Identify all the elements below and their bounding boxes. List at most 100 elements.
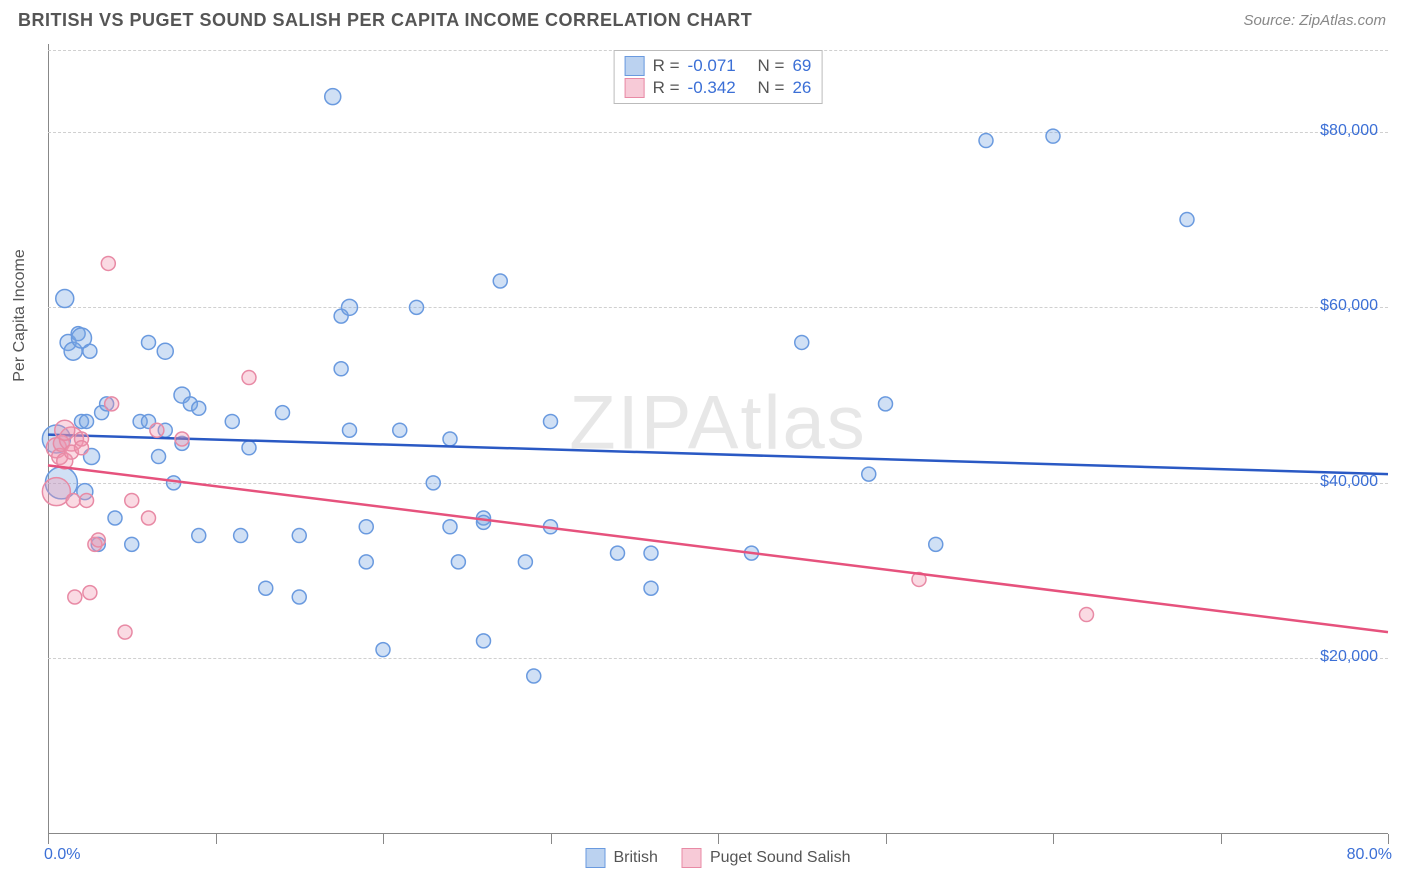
data-point: [544, 414, 558, 428]
legend-series-label: Puget Sound Salish: [710, 849, 851, 867]
r-value: -0.071: [688, 56, 750, 76]
x-tick: [1053, 834, 1054, 844]
x-tick: [1221, 834, 1222, 844]
r-value: -0.342: [688, 78, 750, 98]
data-point: [66, 493, 80, 507]
legend-series-label: British: [614, 849, 658, 867]
data-point: [1046, 129, 1060, 143]
n-value: 26: [792, 78, 811, 98]
n-label: N =: [758, 78, 785, 98]
data-point: [83, 344, 97, 358]
data-point: [879, 397, 893, 411]
legend-series: British Puget Sound Salish: [586, 848, 851, 868]
data-point: [979, 134, 993, 148]
data-point: [105, 397, 119, 411]
x-tick: [216, 834, 217, 844]
data-point: [359, 555, 373, 569]
legend-stats: R = -0.071 N = 69 R = -0.342 N = 26: [614, 50, 823, 104]
legend-swatch: [586, 848, 606, 868]
data-point: [242, 371, 256, 385]
data-point: [55, 420, 75, 440]
data-point: [393, 423, 407, 437]
data-point: [451, 555, 465, 569]
data-point: [493, 274, 507, 288]
data-point: [1180, 213, 1194, 227]
data-point: [334, 362, 348, 376]
data-point: [152, 450, 166, 464]
data-point: [75, 441, 89, 455]
r-label: R =: [653, 56, 680, 76]
data-point: [192, 401, 206, 415]
data-point: [91, 533, 105, 547]
regression-line: [48, 465, 1388, 632]
x-tick: [383, 834, 384, 844]
legend-series-item: Puget Sound Salish: [682, 848, 851, 868]
y-axis-label: Per Capita Income: [11, 249, 29, 382]
legend-swatch: [625, 56, 645, 76]
data-point: [410, 300, 424, 314]
data-point: [108, 511, 122, 525]
x-max-label: 80.0%: [1347, 846, 1392, 864]
data-point: [1080, 608, 1094, 622]
data-point: [795, 335, 809, 349]
legend-swatch: [682, 848, 702, 868]
data-point: [343, 423, 357, 437]
data-point: [426, 476, 440, 490]
data-point: [259, 581, 273, 595]
data-point: [527, 669, 541, 683]
data-point: [644, 546, 658, 560]
plot-area: ZIPAtlas R = -0.071 N = 69 R = -0.342 N …: [48, 44, 1388, 834]
scatter-svg: [48, 44, 1388, 834]
data-point: [359, 520, 373, 534]
data-point: [150, 423, 164, 437]
data-point: [862, 467, 876, 481]
r-label: R =: [653, 78, 680, 98]
data-point: [80, 414, 94, 428]
data-point: [56, 290, 74, 308]
n-label: N =: [758, 56, 785, 76]
data-point: [142, 511, 156, 525]
data-point: [125, 537, 139, 551]
data-point: [192, 529, 206, 543]
x-min-label: 0.0%: [44, 846, 80, 864]
data-point: [376, 643, 390, 657]
chart-container: Per Capita Income ZIPAtlas R = -0.071 N …: [48, 44, 1388, 834]
data-point: [167, 476, 181, 490]
data-point: [443, 432, 457, 446]
data-point: [157, 343, 173, 359]
x-tick: [886, 834, 887, 844]
data-point: [443, 520, 457, 534]
data-point: [125, 493, 139, 507]
data-point: [142, 335, 156, 349]
data-point: [518, 555, 532, 569]
data-point: [242, 441, 256, 455]
data-point: [83, 586, 97, 600]
data-point: [276, 406, 290, 420]
data-point: [611, 546, 625, 560]
data-point: [477, 515, 491, 529]
legend-stat-row: R = -0.071 N = 69: [625, 55, 812, 77]
data-point: [101, 256, 115, 270]
x-tick: [1388, 834, 1389, 844]
chart-title: BRITISH VS PUGET SOUND SALISH PER CAPITA…: [18, 10, 752, 31]
legend-swatch: [625, 78, 645, 98]
data-point: [80, 493, 94, 507]
data-point: [234, 529, 248, 543]
source-label: Source: ZipAtlas.com: [1243, 12, 1386, 29]
data-point: [929, 537, 943, 551]
data-point: [118, 625, 132, 639]
data-point: [292, 590, 306, 604]
data-point: [175, 432, 189, 446]
data-point: [68, 590, 82, 604]
data-point: [292, 529, 306, 543]
data-point: [477, 634, 491, 648]
x-tick: [551, 834, 552, 844]
n-value: 69: [792, 56, 811, 76]
legend-series-item: British: [586, 848, 658, 868]
x-tick: [48, 834, 49, 844]
x-tick: [718, 834, 719, 844]
data-point: [225, 414, 239, 428]
legend-stat-row: R = -0.342 N = 26: [625, 77, 812, 99]
data-point: [325, 89, 341, 105]
data-point: [644, 581, 658, 595]
